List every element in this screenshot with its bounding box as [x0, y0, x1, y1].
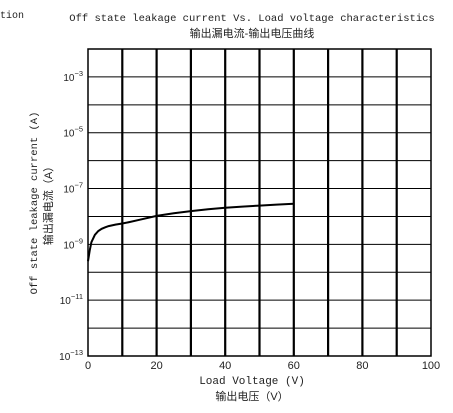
y-tick-label: 10−13	[59, 348, 83, 363]
y-tick-labels: 10−3 10−5 10−7 10−9 10−11 10−13	[59, 69, 83, 363]
y-tick-label: 10−3	[63, 69, 83, 84]
chart-title: Off state leakage current Vs. Load volta…	[69, 13, 434, 25]
clipped-caption: tion	[0, 10, 24, 22]
x-axis-label: Load Voltage (V)	[199, 376, 305, 388]
x-tick-label: 20	[150, 360, 162, 372]
y-tick-label: 10−11	[60, 292, 83, 307]
y-axis-label-cn: 输出漏电流（A）	[41, 161, 55, 245]
y-tick-label: 10−7	[63, 181, 83, 196]
x-tick-label: 80	[356, 360, 368, 372]
series-line	[87, 202, 294, 262]
plot-frame	[87, 48, 432, 357]
y-tick-label: 10−5	[63, 125, 83, 140]
chart-subtitle: 输出漏电流-输出电压曲线	[190, 26, 315, 40]
x-tick-label: 40	[219, 360, 231, 372]
x-tick-labels: 0 20 40 60 80 100	[85, 360, 440, 372]
x-tick-label: 60	[288, 360, 300, 372]
x-axis-label-cn: 输出电压（V）	[215, 389, 288, 403]
chart-grid	[88, 49, 431, 356]
y-tick-label: 10−9	[63, 236, 83, 251]
y-axis-label: Off state leakage current (A)	[29, 112, 41, 295]
x-tick-label: 100	[422, 360, 440, 372]
x-tick-label: 0	[85, 360, 91, 372]
